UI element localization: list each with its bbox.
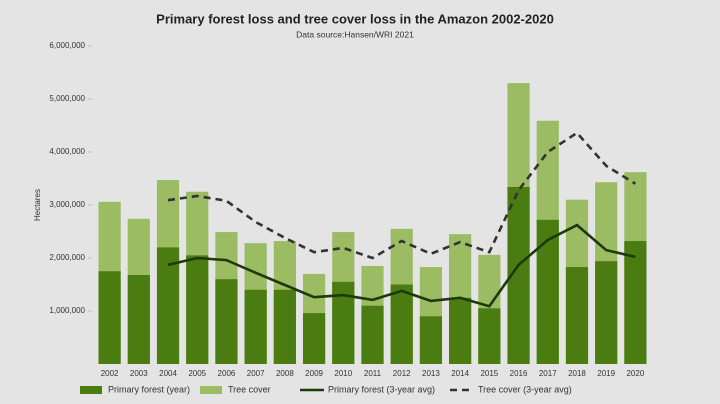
line [167,131,637,260]
bar [595,261,618,364]
bar [419,316,443,364]
bar [624,241,647,364]
bar [186,255,209,364]
x-tick-label: 2015 [480,369,498,378]
bar [361,305,384,364]
y-tick-label: 2,000,000 [49,253,85,262]
bar [390,284,413,364]
x-tick-label: 2009 [305,369,323,378]
x-tick-label: 2007 [247,369,265,378]
y-tick-label: 3,000,000 [49,200,85,209]
x-tick-label: 2016 [510,369,528,378]
bar [565,267,589,364]
bar [273,289,296,364]
x-tick-label: 2006 [218,369,236,378]
x-tick-label: 2002 [101,369,119,378]
bar [215,279,238,364]
bar [449,297,472,364]
bar [127,274,150,364]
bar [98,271,121,364]
x-tick-label: 2011 [364,369,382,378]
chart-subtitle: Data source:Hansen/WRI 2021 [296,29,414,39]
legend-label: Tree cover [228,384,271,394]
y-tick-label: 6,000,000 [49,41,85,50]
x-tick-label: 2020 [626,369,644,378]
x-tick-label: 2014 [451,369,469,378]
chart-title: Primary forest loss and tree cover loss … [156,11,554,26]
y-tick-label: 4,000,000 [49,147,85,156]
x-tick-label: 2005 [188,369,206,378]
line [167,223,636,308]
legend-label: Primary forest (3-year avg) [328,384,435,394]
legend-label: Primary forest (year) [108,384,190,394]
bar [332,281,355,364]
legend-swatch [80,386,102,394]
x-tick-label: 2018 [568,369,586,378]
legend-swatch [200,386,222,394]
x-tick-label: 2017 [539,369,557,378]
x-tick-label: 2019 [597,369,615,378]
bar [302,313,326,364]
x-tick-label: 2013 [422,369,440,378]
bar [507,186,530,364]
x-tick-label: 2003 [130,369,148,378]
bar [156,247,180,364]
bar [478,308,501,364]
x-tick-label: 2004 [159,369,177,378]
y-axis-label: Hectares [33,189,42,221]
y-tick-label: 5,000,000 [49,94,85,103]
legend-label: Tree cover (3-year avg) [478,384,572,394]
x-tick-label: 2012 [393,369,411,378]
y-tick-label: 1,000,000 [49,306,85,315]
x-tick-label: 2010 [334,369,352,378]
x-tick-label: 2008 [276,369,294,378]
bar [244,289,267,364]
bar [536,219,559,364]
